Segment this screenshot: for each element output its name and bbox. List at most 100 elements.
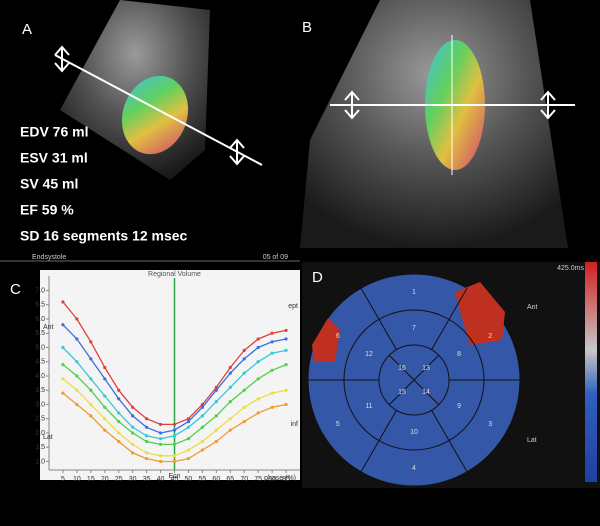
- segment-number: 9: [457, 403, 461, 410]
- curve-point: [242, 405, 246, 409]
- segment-border: [388, 354, 415, 381]
- y-tick-label: 5.0: [35, 344, 45, 351]
- curve-point: [89, 388, 93, 392]
- curve-point: [200, 425, 204, 429]
- curve-point: [242, 357, 246, 361]
- segment-border: [388, 379, 415, 406]
- y-tick-label: 5.5: [35, 330, 45, 337]
- curve-point: [131, 425, 135, 429]
- curve-point: [145, 457, 149, 461]
- curve-point: [200, 439, 204, 444]
- cut-line-a: [54, 54, 263, 166]
- curve-point: [131, 431, 135, 435]
- curve-point: [89, 402, 93, 407]
- y-tick-label: 7.0: [35, 287, 45, 294]
- curve-point: [75, 360, 79, 364]
- x-tick-label: 45: [171, 476, 179, 483]
- x-tick-label: 70: [240, 476, 248, 483]
- y-tick-label: 1.0: [35, 458, 45, 465]
- arrow: [54, 45, 70, 73]
- curve-point: [186, 419, 191, 424]
- curve-point: [61, 345, 65, 350]
- frame-label: 05 of 09: [263, 254, 288, 261]
- segment-number: 6: [336, 333, 340, 340]
- curve-point: [256, 397, 260, 401]
- curve-point: [103, 417, 107, 421]
- curve-point: [214, 400, 218, 404]
- curve-point: [117, 419, 121, 424]
- x-tick-label: 25: [115, 476, 123, 483]
- side-label: Ant: [43, 324, 54, 331]
- y-tick-label: 3.0: [35, 401, 45, 408]
- curve-point: [256, 377, 260, 381]
- y-tick-label: 2.0: [35, 430, 45, 437]
- side-label: ept: [288, 303, 298, 310]
- panel-label: A: [22, 21, 32, 38]
- x-tick-label: 65: [226, 476, 234, 483]
- curve-point: [75, 317, 79, 321]
- curve-point: [75, 402, 79, 407]
- curve-point: [186, 417, 191, 421]
- measurement: EDV 76 ml: [20, 124, 88, 140]
- curve-point: [256, 360, 260, 364]
- curve-point: [172, 422, 177, 427]
- curve-point: [158, 431, 163, 435]
- curve-point: [89, 340, 93, 344]
- x-tick-label: 20: [101, 476, 109, 483]
- curve-point: [172, 442, 177, 446]
- arrow: [229, 138, 245, 166]
- x-tick-label: 15: [87, 476, 95, 483]
- curve-point: [158, 422, 163, 427]
- curve-point: [103, 428, 107, 432]
- y-tick-label: 2.5: [35, 416, 45, 423]
- x-tick-label: 80: [268, 476, 276, 483]
- curve-point: [186, 457, 191, 461]
- curve-point: [61, 323, 65, 327]
- measurement: EF 59 %: [20, 202, 74, 218]
- curve-point: [103, 365, 107, 370]
- curve-point: [242, 419, 246, 424]
- marker-title: Regional Volume: [148, 271, 201, 278]
- curve-point: [131, 405, 135, 409]
- segment-number: 3: [488, 421, 492, 428]
- curve-point: [117, 397, 121, 401]
- measurement: ESV 31 ml: [20, 150, 88, 166]
- curve-point: [89, 377, 93, 381]
- segment-number: 1: [412, 289, 416, 296]
- curve-point: [284, 328, 288, 333]
- x-tick-label: 60: [212, 476, 220, 483]
- curve-point: [242, 388, 246, 392]
- side-label: Lat: [43, 434, 53, 441]
- curve-point: [75, 388, 79, 392]
- curve-point: [214, 414, 218, 418]
- curve-point: [228, 365, 232, 370]
- y-tick-label: 6.5: [35, 302, 45, 309]
- curve-point: [256, 345, 260, 350]
- curve-point: [284, 337, 288, 341]
- x-tick-label: 75: [254, 476, 262, 483]
- phase-label: Endsystole: [32, 254, 66, 261]
- curve-point: [284, 388, 288, 392]
- curve-point: [214, 388, 218, 392]
- curve-point: [172, 454, 177, 458]
- side-label: Ant: [527, 304, 538, 311]
- curve-point: [228, 428, 232, 432]
- curve-point: [200, 402, 204, 407]
- curve-point: [158, 459, 163, 464]
- panel-label: C: [10, 281, 21, 298]
- curve-point: [172, 428, 177, 432]
- curve-point: [61, 391, 65, 395]
- curve-point: [228, 371, 232, 375]
- curve-point: [75, 337, 79, 341]
- measurement: SV 45 ml: [20, 176, 78, 192]
- curve-point: [117, 388, 121, 392]
- panel-label: D: [312, 269, 323, 286]
- curve-point: [270, 331, 274, 335]
- x-tick-label: 55: [198, 476, 206, 483]
- curve-point: [117, 431, 121, 435]
- curve-point: [186, 437, 191, 441]
- curve-point: [228, 417, 232, 421]
- y-tick-label: 3.5: [35, 387, 45, 394]
- y-tick-label: 1.5: [35, 444, 45, 451]
- curve-point: [89, 357, 93, 361]
